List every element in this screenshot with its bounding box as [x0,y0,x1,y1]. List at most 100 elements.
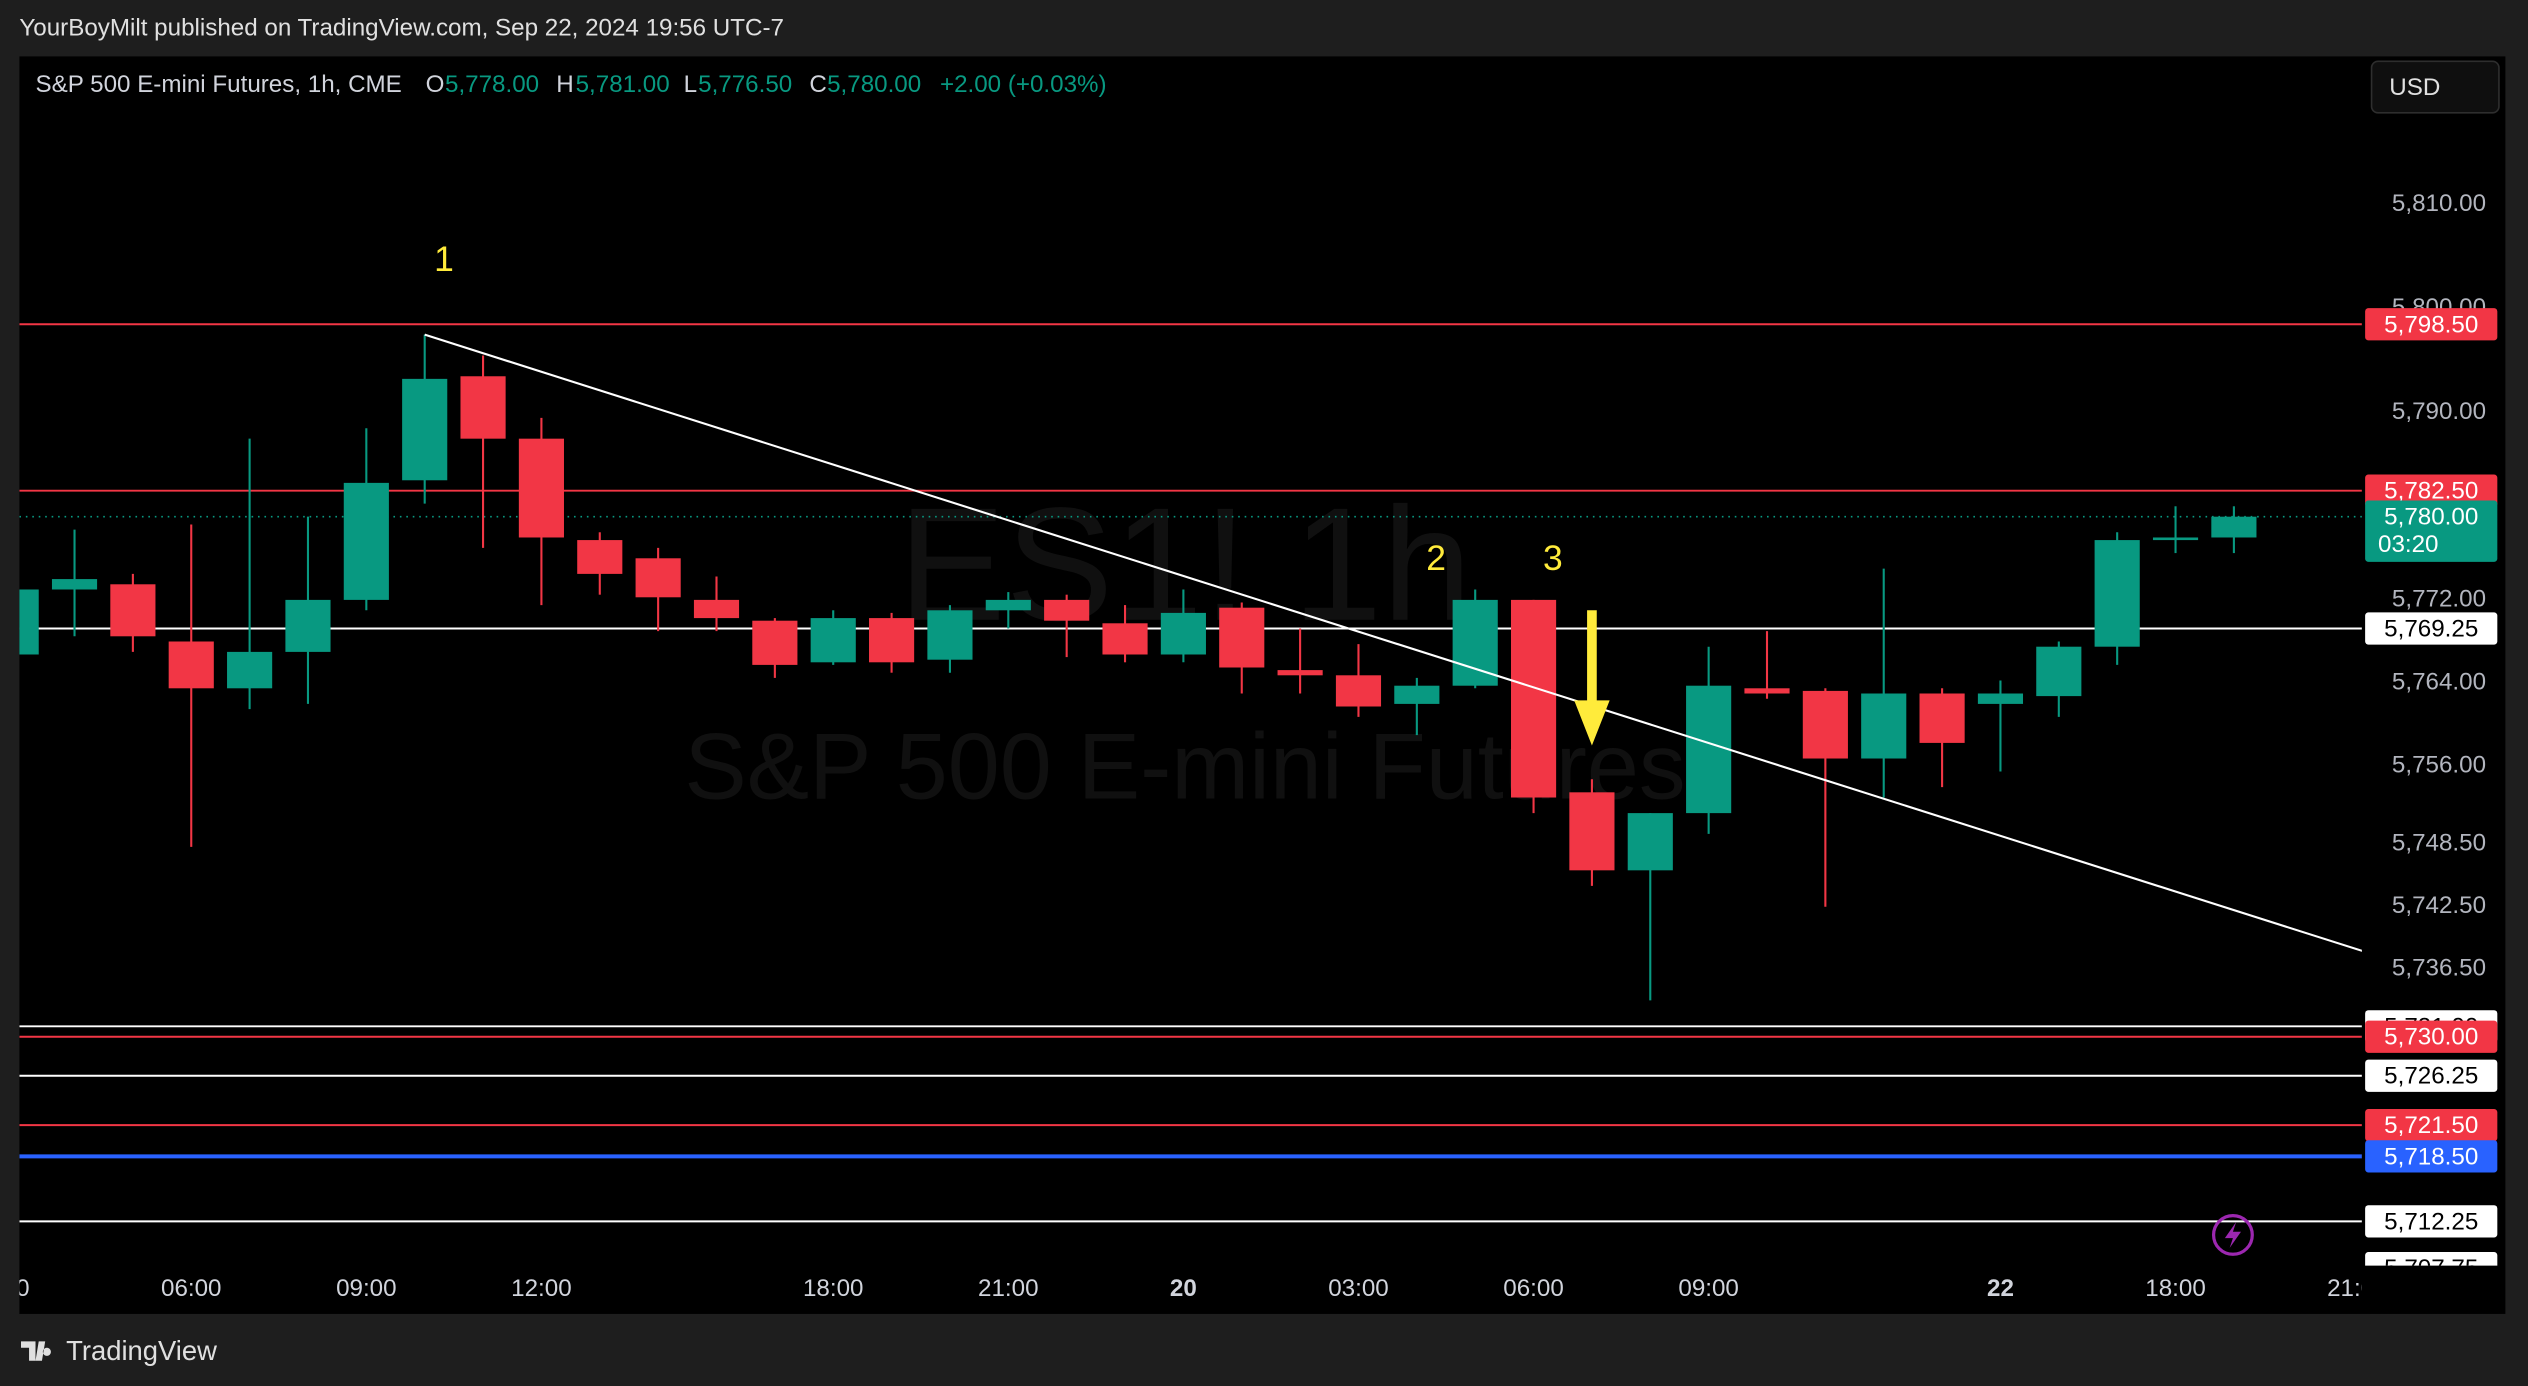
candle-body [693,599,740,619]
level-label-box [2365,1205,2498,1238]
y-tick-label: 5,810.00 [2392,190,2486,217]
x-tick-label: 21:0 [2327,1275,2374,1302]
candle-body [19,589,39,655]
last-price-box [2365,500,2498,562]
x-tick-label: 18:00 [803,1275,864,1302]
annotation: 3 [1543,538,1563,578]
x-tick-label: 06:00 [1503,1275,1564,1302]
last-price-label: 5,780.00 [2384,504,2478,531]
y-tick-label: 5,764.00 [2392,668,2486,695]
candle-body [577,540,623,574]
legend: S&P 500 E-mini Futures, 1h, CME O 5,778.… [36,71,1107,98]
candle-body [1219,607,1265,668]
level-label: 5,726.25 [2384,1063,2478,1090]
level-label: 5,782.50 [2384,478,2478,505]
level-label-box [2365,1059,2498,1092]
level-label: 5,769.25 [2384,615,2478,642]
candle-body [1627,813,1673,871]
time-axis: 00 06:00 09:00 12:00 18:00 21:00 20 03:00 06:00 0… [3,1275,2374,1302]
y-tick-label: 5,772.00 [2392,585,2486,612]
candle-body [227,651,273,689]
candle-body [752,620,798,665]
candle-body [110,584,156,637]
y-tick-label: 5,736.50 [2392,955,2486,982]
y-tick-label: 5,756.00 [2392,752,2486,779]
currency-box[interactable] [2370,60,2500,114]
chart-area [19,56,2506,1314]
x-tick-label: 09:00 [1678,1275,1739,1302]
candle-body [985,599,1031,611]
currency[interactable]: USD [2389,74,2440,101]
x-tick-label: 22 [1987,1275,2014,1302]
candle-body [51,579,98,590]
candle-body [1569,792,1615,871]
x-tick-label: 21:00 [978,1275,1039,1302]
x-tick-label: 18:00 [2145,1275,2206,1302]
candle-body [1452,599,1498,686]
countdown: 03:20 [2378,531,2439,558]
alert-icon[interactable] [2211,1213,2254,1256]
candle-body [1102,623,1148,655]
candle-body [869,618,915,663]
level-label: 5,730.00 [2384,1024,2478,1051]
candle-body [2152,537,2199,541]
o-key: O [426,71,445,98]
x-tick-label: 03:00 [1328,1275,1389,1302]
brand-logo [21,1341,51,1361]
c-value: 5,780.00 [827,71,921,98]
alert-circle[interactable] [2211,1213,2254,1256]
x-tick-label: 00 [3,1275,30,1302]
candle-body [168,641,214,689]
l-value: 5,776.50 [698,71,792,98]
change: +2.00 (+0.03%) [940,71,1107,98]
x-tick-label: 09:00 [336,1275,397,1302]
brand-name: TradingView [66,1335,217,1366]
y-tick-label: 5,790.00 [2392,398,2486,425]
level-label-box [2365,1109,2498,1142]
y-tick-label: 5,742.50 [2392,892,2486,919]
candle-body [2094,540,2140,647]
candle-body [460,376,506,439]
level-label-box [2365,1252,2498,1266]
level-label-box [2365,1020,2498,1053]
candle-body [635,558,681,598]
annotation: 1 [434,239,454,279]
candle-body [1044,599,1090,621]
arrow [1574,610,1610,746]
brand: TradingView [21,1335,217,1366]
candle-body [1977,693,2024,704]
symbol: S&P 500 E-mini Futures, 1h, CME [36,71,402,98]
level-label-box [2365,1140,2498,1173]
candle-body [402,378,448,481]
level-label: 5,798.50 [2384,311,2478,338]
candle-body [1394,685,1440,704]
candle-body [1335,675,1382,707]
candle-body [518,438,564,538]
o-value: 5,778.00 [445,71,539,98]
candle-body [927,610,973,660]
candle-body [1802,690,1848,759]
level-label-box [2365,612,2498,645]
trendline [424,333,2362,952]
annotation: 2 [1426,538,1446,578]
candle-body [285,599,331,652]
alert-bolt[interactable] [2224,1222,2241,1248]
candle-body [1277,670,1323,676]
h-key: H [556,71,573,98]
currency-button[interactable]: USD [2370,60,2500,114]
candle-body [1744,688,1790,694]
candle-body [1160,612,1206,655]
level-label: 5,712.25 [2384,1208,2478,1235]
price-axis: 5,810.005,800.005,790.005,772.005,764.00… [2365,190,2498,1266]
x-tick-label: 06:00 [161,1275,222,1302]
x-tick-label: 12:00 [511,1275,571,1302]
level-label-box [2365,474,2498,507]
candle-body [343,482,389,600]
c-key: C [809,71,826,98]
x-tick-label: 20 [1170,1275,1197,1302]
pane: ES1! 1h S&P 500 E-mini Futures 12 3 [19,239,2362,1223]
level-label: 5,721.50 [2384,1112,2478,1139]
candle-body [1919,693,1965,743]
level-label: 5,718.50 [2384,1143,2478,1170]
